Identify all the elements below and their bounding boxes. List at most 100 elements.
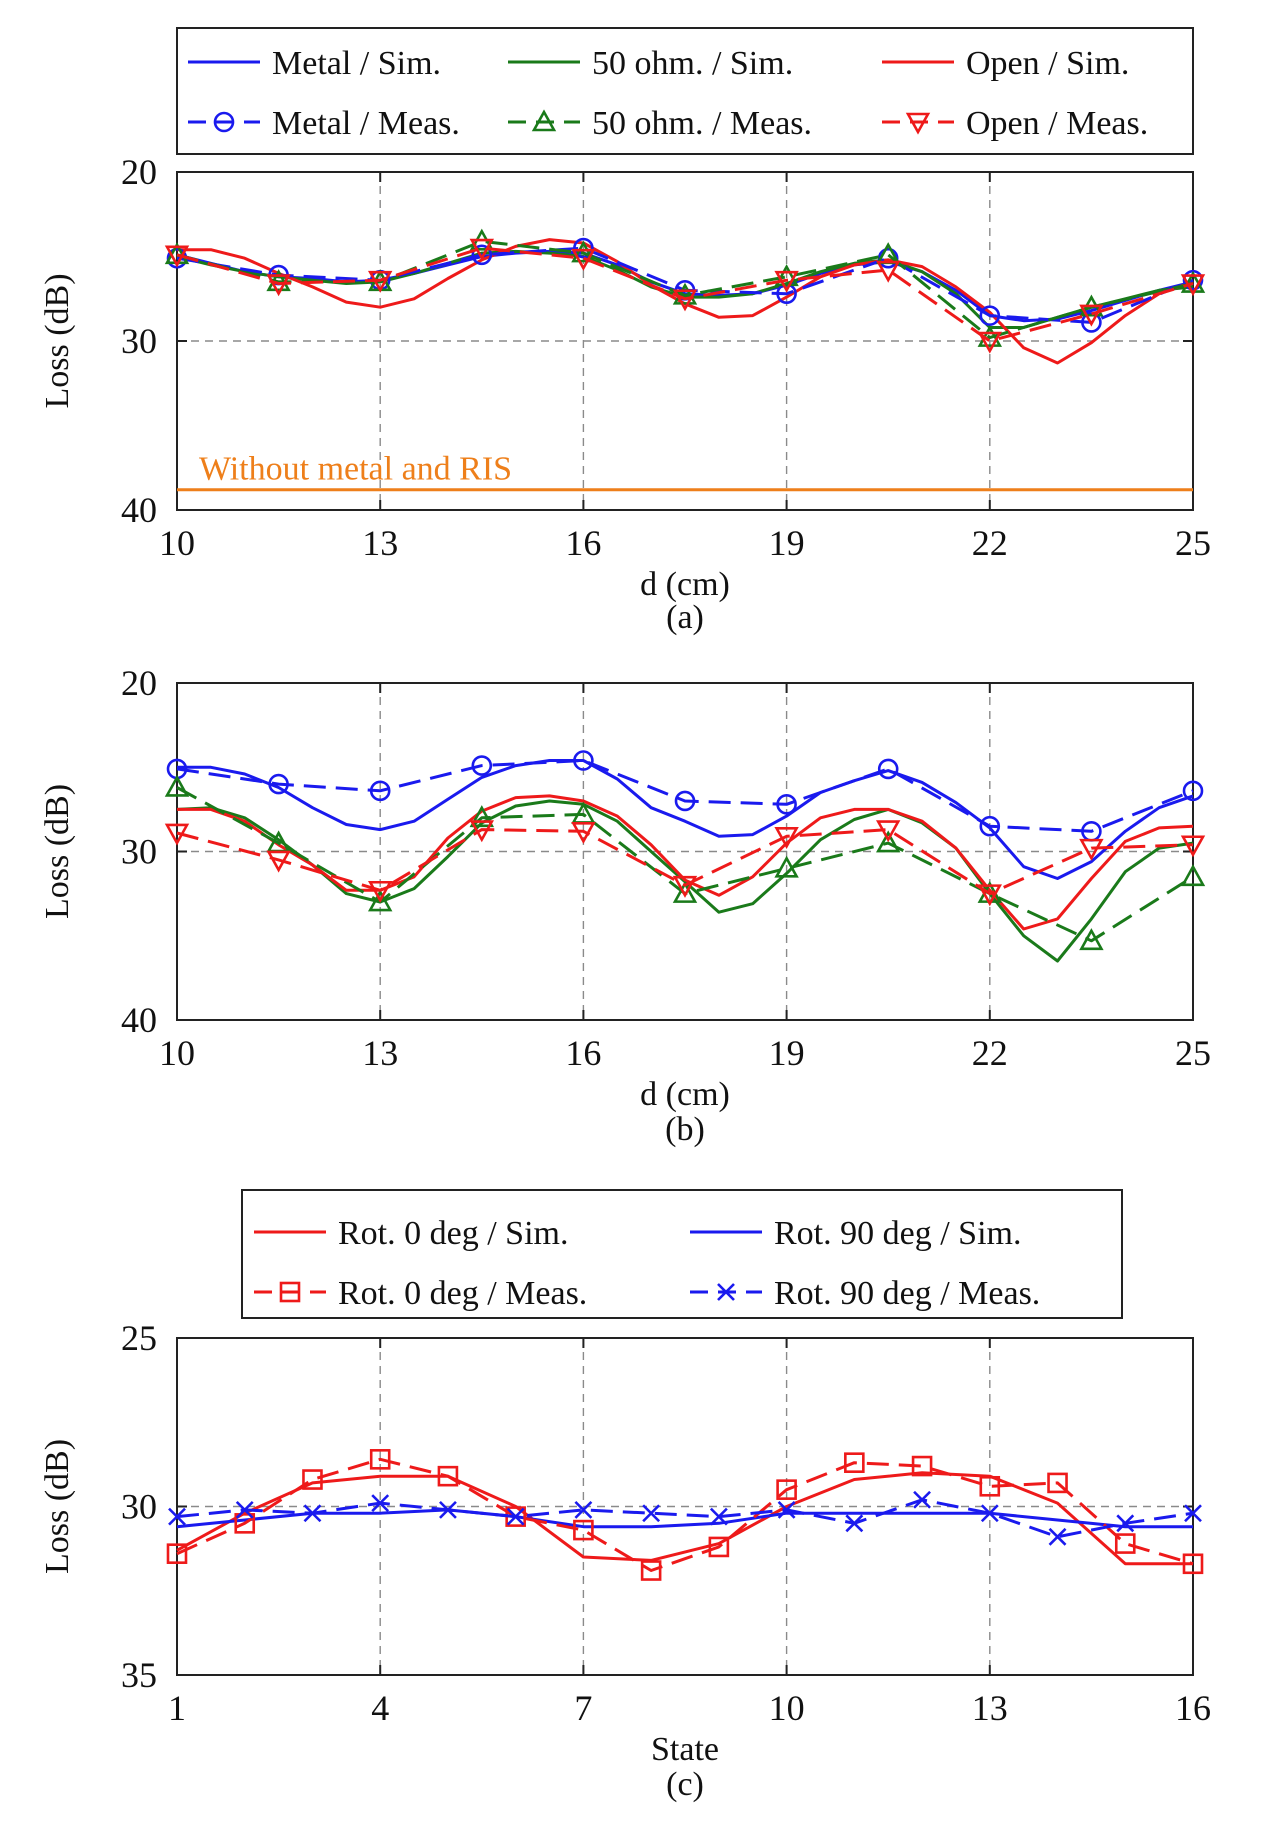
x-tick-label: 25 — [1175, 523, 1211, 563]
data-point-marker — [674, 790, 696, 812]
series-line — [177, 794, 1194, 931]
data-point-marker — [367, 889, 393, 912]
data-point-marker — [980, 1504, 999, 1523]
x-tick-label: 13 — [362, 523, 398, 563]
data-point-marker — [371, 1494, 390, 1513]
data-point-marker — [979, 305, 1001, 326]
data-point-marker — [979, 1475, 1001, 1497]
data-point-marker — [1116, 1514, 1135, 1533]
data-point-marker — [367, 880, 393, 903]
data-point-marker — [573, 237, 594, 259]
data-point-marker — [979, 815, 1001, 837]
data-point-marker — [469, 238, 495, 261]
data-point-marker — [642, 1504, 661, 1523]
legend-label: Open / Meas. — [966, 105, 1148, 142]
data-point-marker — [168, 1507, 186, 1526]
data-point-marker — [672, 875, 698, 898]
legend-label: Rot. 0 deg / Meas. — [338, 1275, 587, 1312]
data-point-marker — [573, 1519, 594, 1541]
data-point-marker — [234, 1513, 256, 1534]
data-point-marker — [672, 880, 698, 903]
series-rot-90-deg-sim- — [176, 1508, 1193, 1529]
legend-item: Rot. 90 deg / Sim. — [690, 1215, 1021, 1252]
data-point-marker — [1114, 1533, 1136, 1554]
data-point-marker — [1079, 304, 1104, 327]
series-metal-sim- — [177, 759, 1194, 880]
legend-item: Open / Sim. — [882, 45, 1129, 82]
figure-caption: (b) — [665, 1111, 705, 1148]
legend-label: Open / Sim. — [966, 45, 1129, 82]
series-open-meas- — [164, 820, 1206, 907]
series-line — [176, 246, 1194, 343]
figure-caption: (c) — [666, 1766, 704, 1803]
chart-1: 10 13 16 19 22 25 20 30 40 d (cm) Loss (dB) (a) With… — [39, 27, 1211, 636]
data-point-marker — [302, 1469, 323, 1490]
legend-label: Rot. 0 deg / Sim. — [338, 1215, 568, 1252]
data-point-marker — [774, 855, 799, 878]
y-tick-label: 25 — [121, 1318, 157, 1358]
data-point-marker — [708, 1536, 730, 1558]
legend-marker — [905, 112, 931, 135]
series-rot-90-deg-meas- — [168, 1490, 1202, 1546]
data-point-marker — [776, 1479, 797, 1500]
legend: Rot. 0 deg / Sim. Rot. 90 deg / Sim. Rot. … — [241, 1189, 1123, 1319]
data-point-marker — [875, 830, 901, 853]
y-tick-label: 30 — [121, 1487, 157, 1527]
series-rot-0-deg-meas- — [166, 1449, 1204, 1581]
x-tick-label: 16 — [565, 523, 601, 563]
data-point-marker — [776, 794, 797, 815]
data-point-marker — [1180, 274, 1206, 297]
data-point-marker — [369, 780, 391, 802]
data-point-marker — [1079, 928, 1104, 951]
legend-item: Open / Meas. — [882, 105, 1148, 142]
x-tick-label: 22 — [972, 523, 1008, 563]
x-tick-label: 7 — [574, 1688, 592, 1728]
data-point-marker — [1180, 835, 1206, 858]
legend-item: Rot. 90 deg / Meas. — [690, 1275, 1040, 1312]
figure-caption: (a) — [666, 599, 704, 636]
chart-2: 10 13 16 19 22 25 20 30 40 d (cm) Loss (dB) (b) — [39, 663, 1211, 1148]
data-point-marker — [369, 1449, 391, 1470]
legend-item: Rot. 0 deg / Sim. — [254, 1215, 568, 1252]
data-point-marker — [844, 1452, 865, 1473]
data-point-marker — [164, 245, 190, 268]
series-open-sim- — [177, 794, 1194, 931]
legend-marker — [279, 1281, 301, 1303]
data-point-marker — [166, 1543, 188, 1564]
data-point-marker — [875, 260, 901, 283]
data-point-marker — [303, 1504, 322, 1523]
data-point-marker — [977, 331, 1003, 354]
x-tick-label: 10 — [159, 523, 195, 563]
series-line — [176, 1508, 1193, 1529]
legend-label: Metal / Meas. — [272, 105, 460, 142]
legend-item: Rot. 0 deg / Meas. — [254, 1275, 587, 1312]
y-tick-label: 20 — [121, 663, 157, 703]
data-point-marker — [672, 282, 698, 305]
legend-marker — [717, 1283, 735, 1301]
legend-item: Metal / Meas. — [188, 105, 460, 142]
data-point-marker — [469, 820, 495, 843]
data-point-marker — [774, 270, 799, 293]
data-point-marker — [877, 247, 899, 269]
data-point-marker — [1182, 1553, 1204, 1575]
data-point-marker — [777, 1500, 796, 1519]
data-point-marker — [471, 244, 493, 266]
x-tick-label: 10 — [769, 1688, 805, 1728]
data-point-marker — [571, 248, 596, 271]
y-tick-label: 40 — [121, 490, 157, 530]
series-line — [176, 828, 1194, 896]
annotation-label: Without metal and RIS — [199, 451, 512, 488]
series-rot-0-deg-sim- — [176, 1471, 1193, 1566]
legend: Metal / Sim. 50 ohm. / Sim. Open / Sim. Met… — [176, 27, 1194, 155]
data-point-marker — [709, 1507, 728, 1526]
data-point-marker — [1184, 1504, 1202, 1523]
y-tick-label: 35 — [121, 1655, 157, 1695]
x-tick-label: 16 — [1175, 1688, 1211, 1728]
data-point-marker — [774, 264, 799, 287]
data-point-marker — [164, 823, 190, 846]
data-point-marker — [571, 821, 596, 844]
chart-3: 1 4 7 10 13 16 25 30 35 State Loss (dB) (c) Rot. 0 d… — [39, 1189, 1211, 1803]
data-point-marker — [367, 270, 393, 293]
legend-label: Rot. 90 deg / Sim. — [774, 1215, 1021, 1252]
